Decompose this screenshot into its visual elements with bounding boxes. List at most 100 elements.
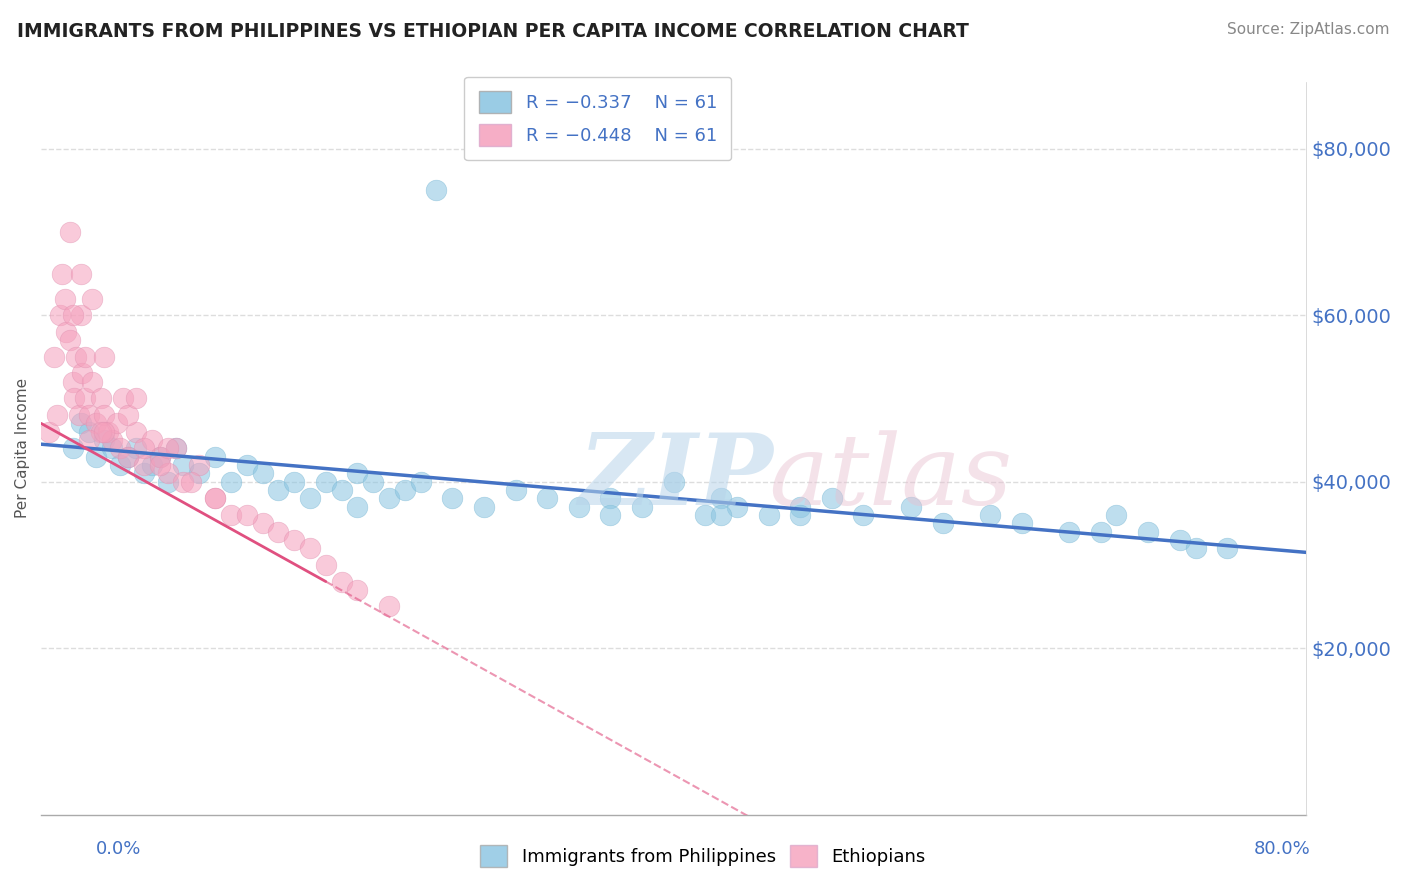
Point	[599, 491, 621, 506]
Point	[180, 475, 202, 489]
Legend: R = −0.337    N = 61, R = −0.448    N = 61: R = −0.337 N = 61, R = −0.448 N = 61	[464, 77, 731, 161]
Point	[267, 524, 290, 539]
Point	[141, 458, 163, 472]
Point	[631, 500, 654, 514]
Point	[346, 500, 368, 514]
Point	[132, 442, 155, 456]
Point	[172, 475, 194, 489]
Point	[105, 417, 128, 431]
Point	[156, 475, 179, 489]
Point	[93, 433, 115, 447]
Point	[156, 442, 179, 456]
Point	[1168, 533, 1191, 547]
Point	[409, 475, 432, 489]
Point	[69, 308, 91, 322]
Point	[77, 408, 100, 422]
Point	[378, 599, 401, 614]
Point	[283, 475, 305, 489]
Point	[156, 467, 179, 481]
Point	[65, 350, 87, 364]
Text: 0.0%: 0.0%	[96, 840, 141, 858]
Point	[1216, 541, 1239, 556]
Point	[149, 450, 172, 464]
Point	[63, 392, 86, 406]
Point	[45, 408, 67, 422]
Point	[101, 442, 124, 456]
Point	[188, 467, 211, 481]
Point	[58, 225, 80, 239]
Point	[235, 458, 257, 472]
Point	[1011, 516, 1033, 531]
Point	[536, 491, 558, 506]
Point	[125, 392, 148, 406]
Point	[1105, 508, 1128, 522]
Point	[821, 491, 844, 506]
Point	[267, 483, 290, 497]
Point	[1090, 524, 1112, 539]
Point	[505, 483, 527, 497]
Legend: Immigrants from Philippines, Ethiopians: Immigrants from Philippines, Ethiopians	[472, 838, 934, 874]
Point	[125, 425, 148, 439]
Point	[710, 491, 733, 506]
Point	[90, 392, 112, 406]
Point	[758, 508, 780, 522]
Point	[298, 491, 321, 506]
Y-axis label: Per Capita Income: Per Capita Income	[15, 378, 30, 518]
Point	[80, 292, 103, 306]
Point	[219, 508, 242, 522]
Point	[568, 500, 591, 514]
Point	[108, 458, 131, 472]
Point	[49, 308, 72, 322]
Point	[62, 308, 84, 322]
Point	[69, 417, 91, 431]
Point	[90, 425, 112, 439]
Point	[80, 375, 103, 389]
Point	[315, 475, 337, 489]
Point	[315, 558, 337, 572]
Point	[852, 508, 875, 522]
Point	[75, 392, 97, 406]
Point	[112, 392, 135, 406]
Point	[132, 458, 155, 472]
Point	[378, 491, 401, 506]
Point	[725, 500, 748, 514]
Point	[117, 408, 139, 422]
Point	[900, 500, 922, 514]
Text: IMMIGRANTS FROM PHILIPPINES VS ETHIOPIAN PER CAPITA INCOME CORRELATION CHART: IMMIGRANTS FROM PHILIPPINES VS ETHIOPIAN…	[17, 22, 969, 41]
Point	[330, 483, 353, 497]
Point	[252, 467, 274, 481]
Point	[252, 516, 274, 531]
Point	[283, 533, 305, 547]
Point	[67, 408, 90, 422]
Point	[62, 442, 84, 456]
Point	[472, 500, 495, 514]
Point	[979, 508, 1001, 522]
Point	[93, 425, 115, 439]
Point	[188, 458, 211, 472]
Point	[149, 450, 172, 464]
Point	[425, 183, 447, 197]
Point	[51, 267, 73, 281]
Point	[361, 475, 384, 489]
Text: Source: ZipAtlas.com: Source: ZipAtlas.com	[1226, 22, 1389, 37]
Text: 80.0%: 80.0%	[1254, 840, 1310, 858]
Point	[117, 450, 139, 464]
Point	[53, 292, 76, 306]
Point	[70, 367, 93, 381]
Point	[86, 417, 108, 431]
Point	[204, 450, 226, 464]
Point	[62, 375, 84, 389]
Point	[165, 442, 187, 456]
Point	[38, 425, 60, 439]
Point	[298, 541, 321, 556]
Point	[86, 450, 108, 464]
Point	[1137, 524, 1160, 539]
Point	[149, 458, 172, 472]
Point	[58, 333, 80, 347]
Point	[93, 408, 115, 422]
Point	[172, 458, 194, 472]
Point	[441, 491, 464, 506]
Point	[695, 508, 717, 522]
Point	[55, 325, 77, 339]
Point	[204, 491, 226, 506]
